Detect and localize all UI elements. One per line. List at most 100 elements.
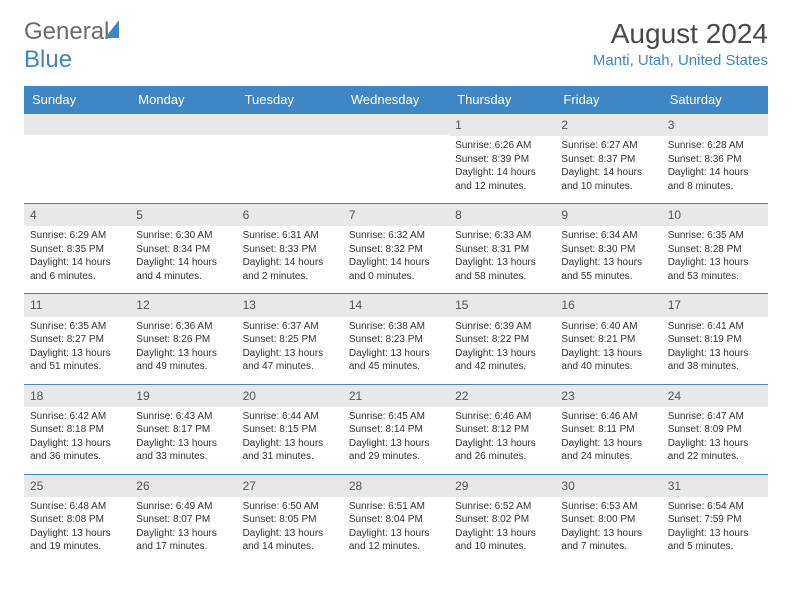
- calendar-cell: 25Sunrise: 6:48 AMSunset: 8:08 PMDayligh…: [24, 474, 130, 564]
- sunrise-text: Sunrise: 6:40 AM: [561, 320, 655, 334]
- daylight-text: and 24 minutes.: [561, 450, 655, 464]
- calendar-cell: 29Sunrise: 6:52 AMSunset: 8:02 PMDayligh…: [449, 474, 555, 564]
- empty-day-header: [237, 114, 343, 135]
- sunset-text: Sunset: 8:26 PM: [136, 333, 230, 347]
- day-body: Sunrise: 6:51 AMSunset: 8:04 PMDaylight:…: [343, 497, 449, 564]
- day-body: Sunrise: 6:37 AMSunset: 8:25 PMDaylight:…: [237, 317, 343, 384]
- daylight-text: and 4 minutes.: [136, 270, 230, 284]
- empty-day-body: [237, 135, 343, 195]
- day-number: 19: [130, 385, 236, 407]
- month-title: August 2024: [593, 18, 768, 50]
- daylight-text: Daylight: 13 hours: [30, 437, 124, 451]
- daylight-text: Daylight: 13 hours: [455, 527, 549, 541]
- calendar-cell: [24, 114, 130, 204]
- sunrise-text: Sunrise: 6:50 AM: [243, 500, 337, 514]
- daylight-text: Daylight: 14 hours: [30, 256, 124, 270]
- sunrise-text: Sunrise: 6:54 AM: [668, 500, 762, 514]
- daylight-text: and 40 minutes.: [561, 360, 655, 374]
- day-number: 23: [555, 385, 661, 407]
- calendar-cell: 9Sunrise: 6:34 AMSunset: 8:30 PMDaylight…: [555, 204, 661, 294]
- daylight-text: Daylight: 13 hours: [349, 527, 443, 541]
- sunrise-text: Sunrise: 6:37 AM: [243, 320, 337, 334]
- sunset-text: Sunset: 8:22 PM: [455, 333, 549, 347]
- sunset-text: Sunset: 8:18 PM: [30, 423, 124, 437]
- day-number: 28: [343, 475, 449, 497]
- daylight-text: and 26 minutes.: [455, 450, 549, 464]
- daylight-text: Daylight: 13 hours: [349, 347, 443, 361]
- calendar-cell: [237, 114, 343, 204]
- daylight-text: Daylight: 14 hours: [349, 256, 443, 270]
- daylight-text: Daylight: 13 hours: [668, 527, 762, 541]
- daylight-text: and 19 minutes.: [30, 540, 124, 554]
- day-body: Sunrise: 6:39 AMSunset: 8:22 PMDaylight:…: [449, 317, 555, 384]
- sunrise-text: Sunrise: 6:52 AM: [455, 500, 549, 514]
- day-number: 7: [343, 204, 449, 226]
- daylight-text: and 5 minutes.: [668, 540, 762, 554]
- daylight-text: Daylight: 13 hours: [455, 256, 549, 270]
- daylight-text: and 38 minutes.: [668, 360, 762, 374]
- day-body: Sunrise: 6:50 AMSunset: 8:05 PMDaylight:…: [237, 497, 343, 564]
- day-body: Sunrise: 6:26 AMSunset: 8:39 PMDaylight:…: [449, 136, 555, 203]
- calendar-cell: 2Sunrise: 6:27 AMSunset: 8:37 PMDaylight…: [555, 114, 661, 204]
- calendar-week: 25Sunrise: 6:48 AMSunset: 8:08 PMDayligh…: [24, 474, 768, 564]
- calendar-week: 18Sunrise: 6:42 AMSunset: 8:18 PMDayligh…: [24, 384, 768, 474]
- day-number: 26: [130, 475, 236, 497]
- calendar-cell: 1Sunrise: 6:26 AMSunset: 8:39 PMDaylight…: [449, 114, 555, 204]
- day-number: 11: [24, 294, 130, 316]
- day-number: 17: [662, 294, 768, 316]
- daylight-text: and 22 minutes.: [668, 450, 762, 464]
- daylight-text: Daylight: 13 hours: [243, 437, 337, 451]
- sunset-text: Sunset: 8:23 PM: [349, 333, 443, 347]
- calendar-cell: 16Sunrise: 6:40 AMSunset: 8:21 PMDayligh…: [555, 294, 661, 384]
- daylight-text: and 29 minutes.: [349, 450, 443, 464]
- sunset-text: Sunset: 8:21 PM: [561, 333, 655, 347]
- day-number: 5: [130, 204, 236, 226]
- sunset-text: Sunset: 8:05 PM: [243, 513, 337, 527]
- sunrise-text: Sunrise: 6:43 AM: [136, 410, 230, 424]
- day-number: 27: [237, 475, 343, 497]
- calendar-body: 1Sunrise: 6:26 AMSunset: 8:39 PMDaylight…: [24, 114, 768, 564]
- empty-day-header: [130, 114, 236, 135]
- day-body: Sunrise: 6:31 AMSunset: 8:33 PMDaylight:…: [237, 226, 343, 293]
- logo-triangle-icon: [105, 20, 119, 38]
- day-number: 6: [237, 204, 343, 226]
- calendar-cell: 22Sunrise: 6:46 AMSunset: 8:12 PMDayligh…: [449, 384, 555, 474]
- calendar-cell: 13Sunrise: 6:37 AMSunset: 8:25 PMDayligh…: [237, 294, 343, 384]
- sunset-text: Sunset: 8:28 PM: [668, 243, 762, 257]
- daylight-text: Daylight: 14 hours: [668, 166, 762, 180]
- sunrise-text: Sunrise: 6:49 AM: [136, 500, 230, 514]
- daylight-text: Daylight: 13 hours: [668, 256, 762, 270]
- day-number: 21: [343, 385, 449, 407]
- calendar-cell: 5Sunrise: 6:30 AMSunset: 8:34 PMDaylight…: [130, 204, 236, 294]
- day-body: Sunrise: 6:35 AMSunset: 8:27 PMDaylight:…: [24, 317, 130, 384]
- empty-day-header: [343, 114, 449, 135]
- calendar-cell: 6Sunrise: 6:31 AMSunset: 8:33 PMDaylight…: [237, 204, 343, 294]
- calendar-cell: 4Sunrise: 6:29 AMSunset: 8:35 PMDaylight…: [24, 204, 130, 294]
- calendar-cell: 31Sunrise: 6:54 AMSunset: 7:59 PMDayligh…: [662, 474, 768, 564]
- daylight-text: Daylight: 13 hours: [455, 347, 549, 361]
- daylight-text: and 36 minutes.: [30, 450, 124, 464]
- sunrise-text: Sunrise: 6:35 AM: [668, 229, 762, 243]
- daylight-text: Daylight: 13 hours: [561, 437, 655, 451]
- day-body: Sunrise: 6:41 AMSunset: 8:19 PMDaylight:…: [662, 317, 768, 384]
- daylight-text: and 49 minutes.: [136, 360, 230, 374]
- daylight-text: and 14 minutes.: [243, 540, 337, 554]
- calendar-head: SundayMondayTuesdayWednesdayThursdayFrid…: [24, 86, 768, 114]
- daylight-text: and 2 minutes.: [243, 270, 337, 284]
- sunset-text: Sunset: 8:27 PM: [30, 333, 124, 347]
- sunrise-text: Sunrise: 6:33 AM: [455, 229, 549, 243]
- day-number: 12: [130, 294, 236, 316]
- daylight-text: Daylight: 13 hours: [136, 437, 230, 451]
- daylight-text: Daylight: 13 hours: [349, 437, 443, 451]
- day-body: Sunrise: 6:30 AMSunset: 8:34 PMDaylight:…: [130, 226, 236, 293]
- sunrise-text: Sunrise: 6:44 AM: [243, 410, 337, 424]
- daylight-text: and 53 minutes.: [668, 270, 762, 284]
- sunrise-text: Sunrise: 6:30 AM: [136, 229, 230, 243]
- daylight-text: and 31 minutes.: [243, 450, 337, 464]
- daylight-text: Daylight: 13 hours: [243, 347, 337, 361]
- daylight-text: Daylight: 13 hours: [561, 256, 655, 270]
- sunset-text: Sunset: 8:04 PM: [349, 513, 443, 527]
- day-number: 2: [555, 114, 661, 136]
- calendar-cell: 18Sunrise: 6:42 AMSunset: 8:18 PMDayligh…: [24, 384, 130, 474]
- logo-text-1: General: [24, 18, 109, 45]
